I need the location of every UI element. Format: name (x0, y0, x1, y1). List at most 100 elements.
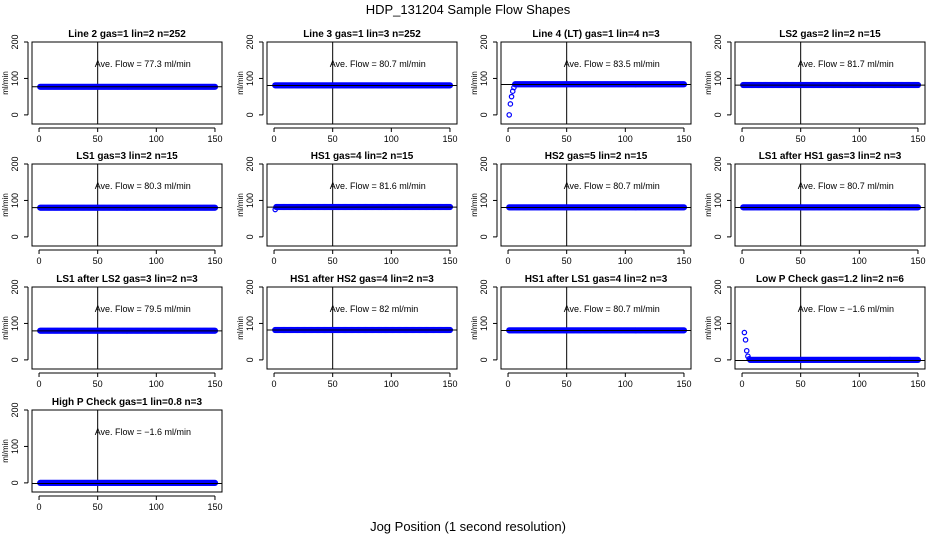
plot-frame (734, 163, 926, 247)
average-flow-annotation: Ave. Flow = 80.7 ml/min (798, 181, 894, 191)
y-axis-label: ml/min (236, 316, 245, 340)
data-point-startup (743, 347, 750, 354)
plot-frame (31, 163, 223, 247)
x-tick-label: 150 (910, 256, 925, 266)
x-tick-label: 50 (796, 256, 806, 266)
x-tick-label: 50 (93, 379, 103, 389)
x-tick-label: 150 (676, 379, 691, 389)
x-tick-label: 50 (562, 379, 572, 389)
y-tick-label: 100 (245, 193, 255, 208)
data-point-startup (511, 84, 517, 91)
y-axis-label: ml/min (704, 316, 713, 340)
y-axis-label: ml/min (704, 193, 713, 217)
figure-title: HDP_131204 Sample Flow Shapes (366, 2, 571, 17)
y-tick-label: 200 (10, 156, 20, 171)
y-tick-label: 200 (713, 279, 723, 294)
x-tick-label: 50 (562, 256, 572, 266)
plot-frame (500, 41, 692, 125)
panel: HS1 after LS1 gas=4 lin=2 n=3 0 50 100 150 0 1… (470, 274, 692, 389)
x-tick-label: 50 (93, 256, 103, 266)
x-tick-label: 150 (910, 379, 925, 389)
y-axis-label: ml/min (470, 193, 479, 217)
x-tick-label: 100 (384, 379, 399, 389)
x-tick-label: 50 (328, 256, 338, 266)
y-tick-label: 200 (245, 279, 255, 294)
data-point (914, 356, 922, 363)
plot-frame (266, 286, 458, 370)
plot-frame (500, 163, 692, 247)
y-tick-label: 0 (10, 234, 20, 239)
data-point-startup (741, 329, 748, 336)
panel: Low P Check gas=1.2 lin=2 n=6 0 50 100 150 0 1… (704, 274, 926, 389)
x-tick-label: 100 (149, 256, 164, 266)
y-tick-label: 200 (713, 156, 723, 171)
plot-frame (266, 163, 458, 247)
average-flow-annotation: Ave. Flow = 77.3 ml/min (95, 59, 191, 69)
y-axis-label: ml/min (1, 71, 10, 95)
plot-data (32, 164, 222, 246)
panel: HS1 after HS2 gas=4 lin=2 n=3 0 50 100 150 0 1… (236, 274, 458, 389)
plot-data (32, 287, 222, 369)
x-tick-label: 100 (618, 379, 633, 389)
x-tick-label: 0 (506, 256, 511, 266)
panel: Line 4 (LT) gas=1 lin=4 n=3 0 50 100 150 0 100… (470, 29, 692, 144)
x-tick-label: 150 (442, 134, 457, 144)
plot-data (267, 287, 457, 369)
x-tick-label: 0 (272, 256, 277, 266)
plot-data (267, 42, 457, 124)
x-tick-label: 0 (506, 134, 511, 144)
y-tick-label: 0 (245, 112, 255, 117)
x-tick-label: 50 (93, 134, 103, 144)
x-tick-label: 0 (506, 379, 511, 389)
plot-data (32, 410, 222, 492)
panel: HS1 gas=4 lin=2 n=15 0 50 100 150 0 100 200 ml/m… (236, 151, 458, 266)
y-tick-label: 100 (245, 316, 255, 331)
y-tick-label: 200 (479, 34, 489, 49)
x-tick-label: 50 (796, 134, 806, 144)
panel-title: HS1 after LS1 gas=4 lin=2 n=3 (525, 274, 668, 285)
y-tick-label: 200 (10, 402, 20, 417)
y-tick-label: 0 (10, 480, 20, 485)
y-tick-label: 100 (10, 316, 20, 331)
x-tick-label: 100 (852, 256, 867, 266)
y-tick-label: 0 (10, 112, 20, 117)
panel-title: HS2 gas=5 lin=2 n=15 (545, 151, 648, 162)
plot-frame (31, 409, 223, 493)
average-flow-annotation: Ave. Flow = 80.3 ml/min (95, 181, 191, 191)
average-flow-annotation: Ave. Flow = 79.5 ml/min (95, 304, 191, 314)
x-tick-label: 150 (442, 379, 457, 389)
y-tick-label: 100 (479, 193, 489, 208)
panel: LS1 after LS2 gas=3 lin=2 n=3 0 50 100 150 0 1… (1, 274, 223, 389)
panel-title: HS1 gas=4 lin=2 n=15 (311, 151, 414, 162)
average-flow-annotation: Ave. Flow = 80.7 ml/min (564, 181, 660, 191)
x-tick-label: 50 (562, 134, 572, 144)
panel-title: LS1 gas=3 lin=2 n=15 (76, 151, 178, 162)
panel-title: Line 2 gas=1 lin=2 n=252 (68, 29, 186, 40)
x-tick-label: 0 (37, 502, 42, 512)
y-tick-label: 100 (713, 193, 723, 208)
y-axis-label: ml/min (470, 316, 479, 340)
panel-title: LS1 after LS2 gas=3 lin=2 n=3 (56, 274, 198, 285)
panel-title: Line 4 (LT) gas=1 lin=4 n=3 (532, 29, 660, 40)
y-tick-label: 0 (713, 234, 723, 239)
y-tick-label: 200 (10, 279, 20, 294)
y-axis-label: ml/min (704, 71, 713, 95)
plot-data (501, 42, 691, 124)
x-tick-label: 50 (93, 502, 103, 512)
panel: LS1 gas=3 lin=2 n=15 0 50 100 150 0 100 200 ml/m… (1, 151, 223, 266)
average-flow-annotation: Ave. Flow = −1.6 ml/min (95, 427, 191, 437)
panel: High P Check gas=1 lin=0.8 n=3 0 50 100 150 0… (1, 397, 223, 512)
average-flow-annotation: Ave. Flow = 80.7 ml/min (564, 304, 660, 314)
plot-frame (734, 41, 926, 125)
average-flow-annotation: Ave. Flow = 81.6 ml/min (330, 181, 426, 191)
x-tick-label: 150 (207, 134, 222, 144)
data-point (211, 479, 219, 486)
x-tick-label: 0 (272, 379, 277, 389)
x-tick-label: 150 (442, 256, 457, 266)
y-axis-label: ml/min (470, 71, 479, 95)
y-tick-label: 100 (479, 71, 489, 86)
x-tick-label: 50 (328, 134, 338, 144)
x-tick-label: 150 (207, 256, 222, 266)
average-flow-annotation: Ave. Flow = −1.6 ml/min (798, 304, 894, 314)
panel: Line 3 gas=1 lin=3 n=252 0 50 100 150 0 100 200… (236, 29, 458, 144)
